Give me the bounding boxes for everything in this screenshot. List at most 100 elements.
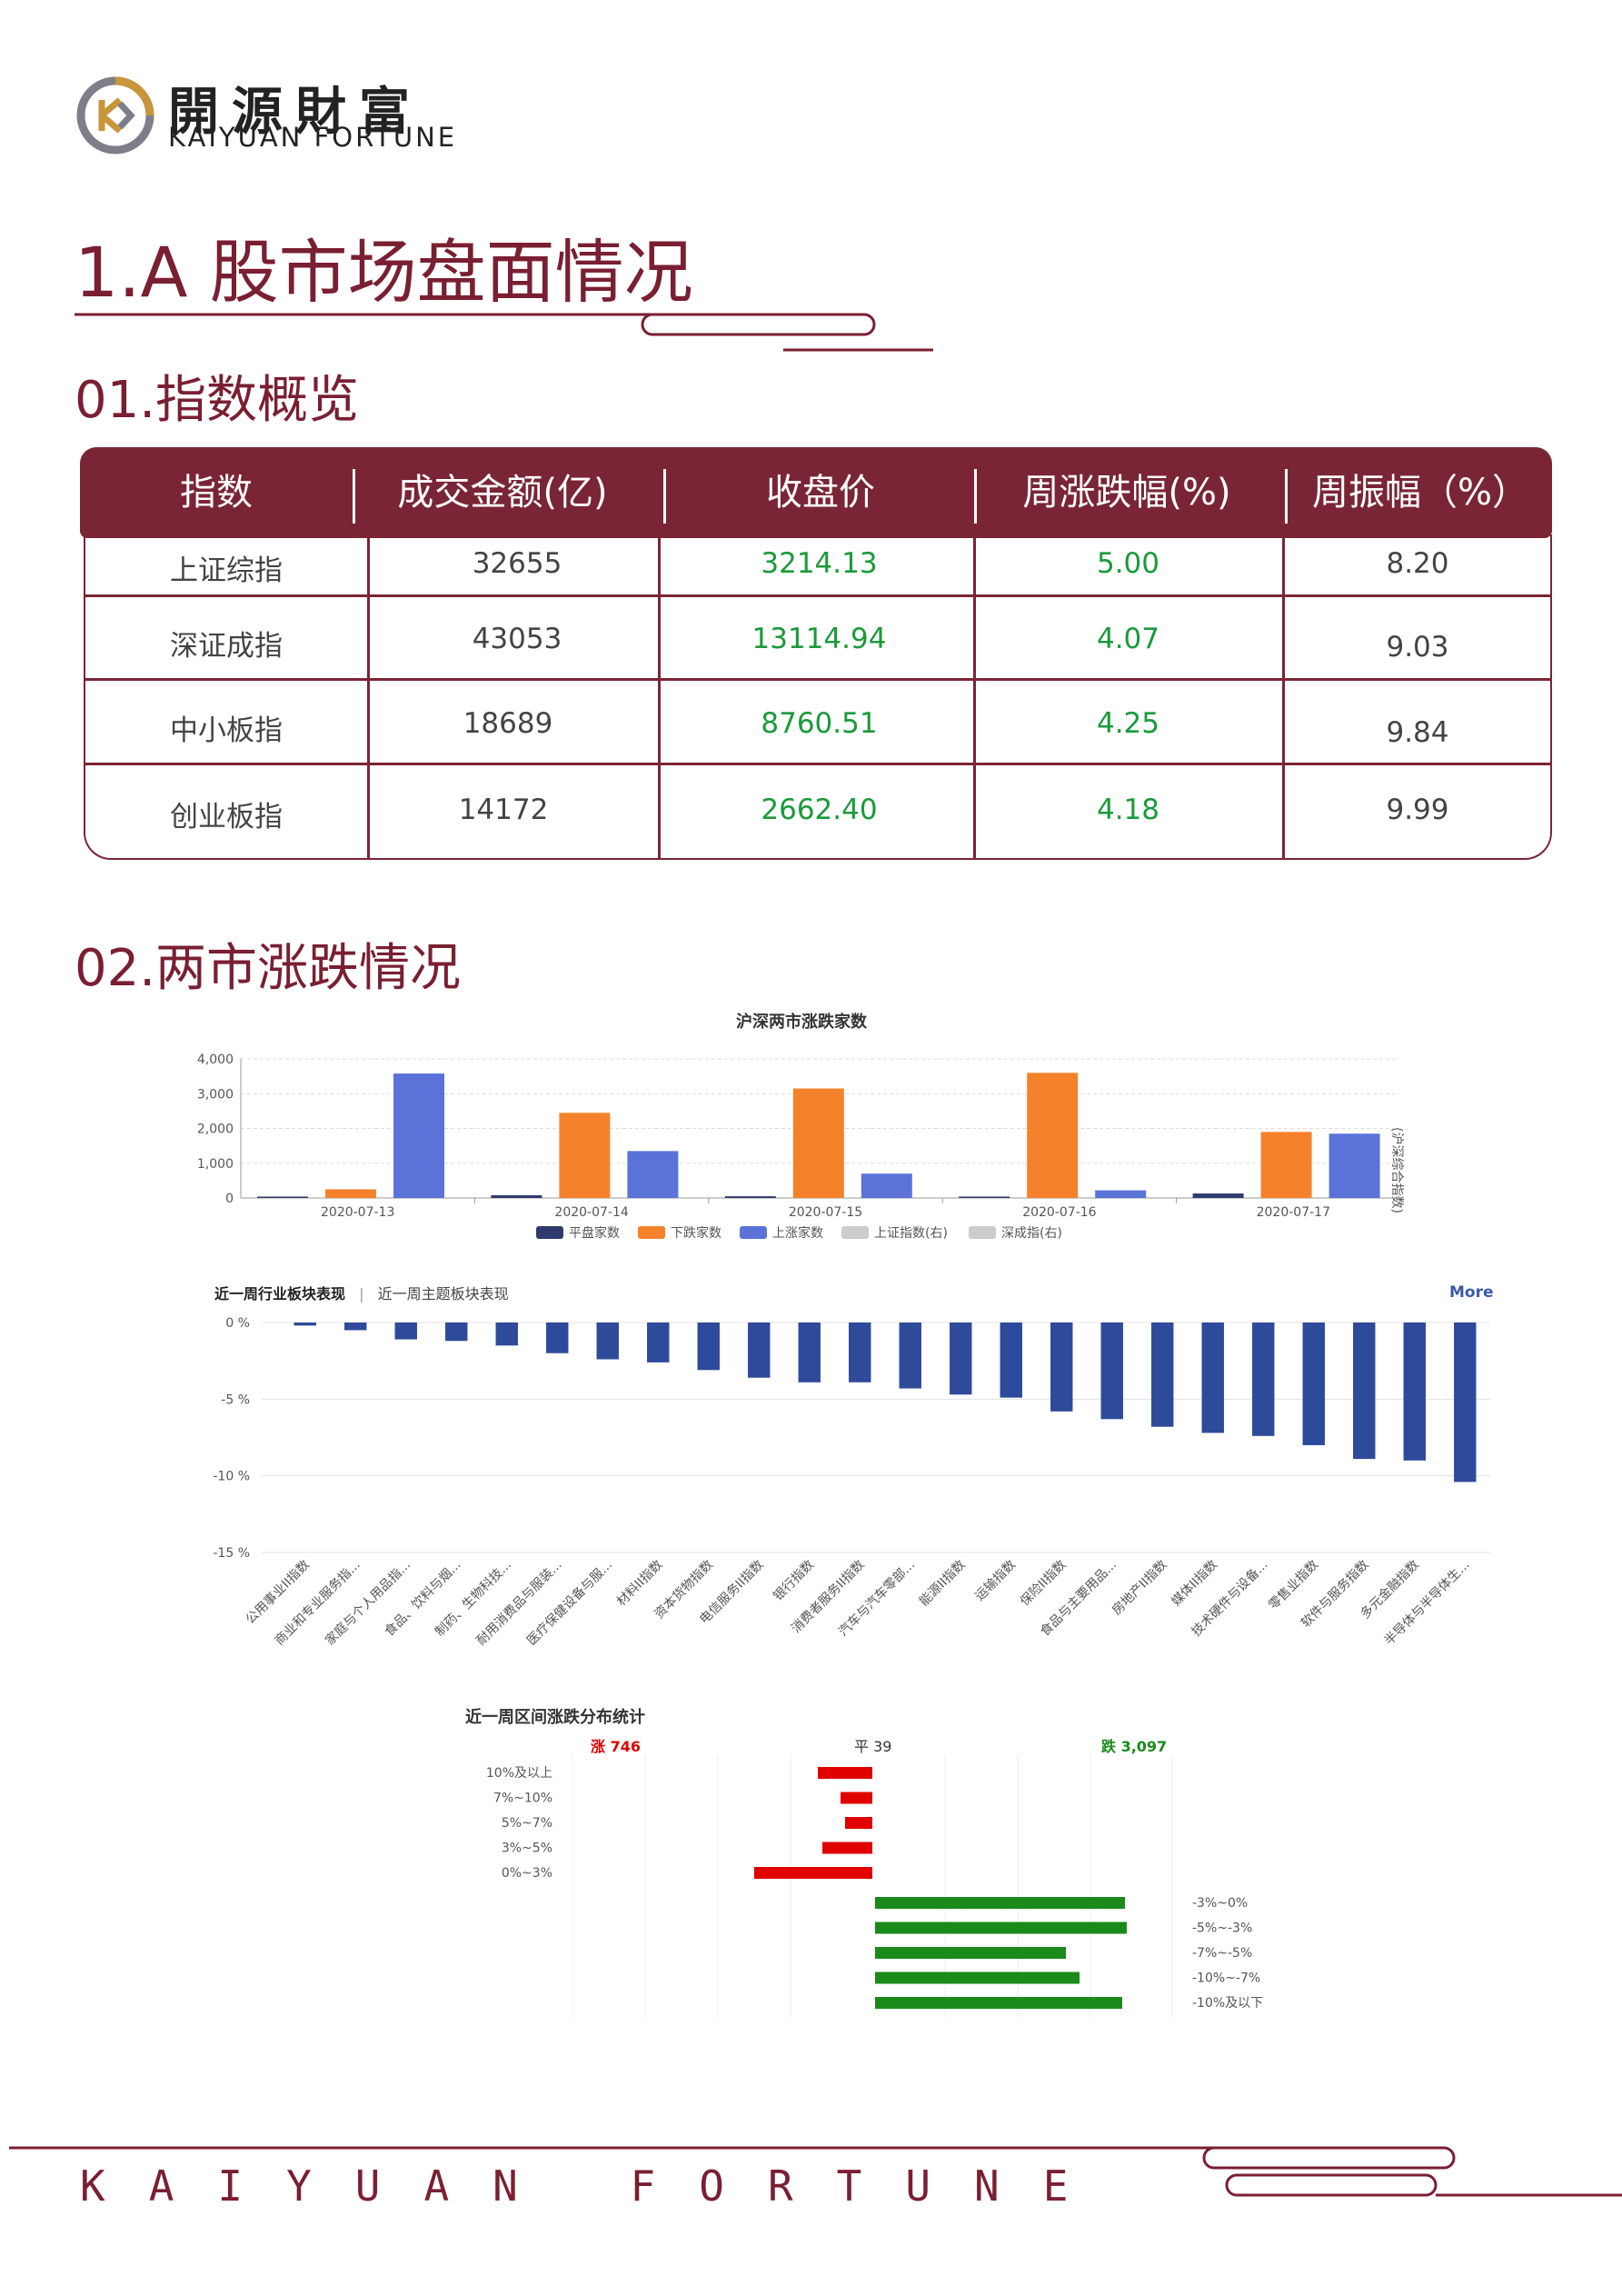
legend-swatch [841,1226,869,1239]
down-bar [875,1972,1080,1984]
cell-volume: 14172 [458,794,549,826]
cell-volume: 18689 [463,707,553,740]
sector-bar [546,1323,569,1353]
cell-amplitude: 9.99 [1386,794,1449,826]
sector-label: 家庭与个人用品指... [322,1557,413,1649]
th-divider [663,469,666,524]
up-label: 7%~10% [493,1792,552,1806]
chart-advance-decline: 4,000 3,000 2,000 1,000 0 2020-07-13 2020-07-1… [197,1053,1399,1241]
logo-english: KAIYUAN FORTUNE [168,122,458,153]
cell-name: 深证成指 [170,630,283,663]
th-divider [353,469,355,524]
x-tick-label: 2020-07-14 [554,1205,628,1220]
col-divider [973,534,976,858]
chart-change-distribution: 10%及以上 7%~10% 5%~7% 3%~5% 0%~3% -3%~0% -5%~-3%… [486,1754,1263,2018]
legend-label: 平盘家数 [569,1225,620,1241]
sector-bar [849,1323,871,1383]
y-tick-label: 0 % [225,1316,250,1331]
cell-change: 4.25 [1096,707,1160,740]
row-divider [85,763,1550,765]
more-link[interactable]: More [1449,1283,1494,1302]
up-bar [754,1867,872,1879]
th-divider [1285,469,1288,524]
cell-close: 8760.51 [761,707,878,740]
y-tick-label: 4,000 [197,1053,234,1067]
subtitle-market-breadth: 02.两市涨跌情况 [75,939,462,998]
th-divider [974,469,977,524]
th-close: 收盘价 [766,472,875,514]
x-tick-label: 2020-07-16 [1022,1205,1096,1220]
y-tick-label: -10 % [213,1470,250,1484]
sector-bar [344,1323,367,1331]
up-bar [822,1842,872,1854]
col-divider [1282,534,1285,858]
cell-name: 上证综指 [170,554,283,587]
chart1-title: 沪深两市涨跌家数 [736,1013,867,1032]
bar-平盘家数 [491,1194,542,1198]
up-bar [818,1767,872,1779]
y-tick-label: 3,000 [197,1087,234,1102]
summary-flat: 平 39 [854,1738,892,1755]
up-label: 3%~5% [502,1842,552,1856]
th-index: 指数 [180,472,253,514]
cell-amplitude: 9.03 [1386,631,1449,664]
sector-label: 银行指数 [771,1558,817,1604]
bar-平盘家数 [257,1196,308,1198]
down-bar [875,1922,1127,1934]
legend-label: 下跌家数 [671,1225,721,1241]
down-label: -5%~-3% [1192,1922,1252,1936]
up-bar [845,1817,872,1829]
sector-bar [1302,1323,1325,1445]
y-tick-label: -5 % [221,1393,250,1407]
table-body: 上证综指 32655 3214.13 5.00 8.20 深证成指 43053 … [84,534,1552,860]
summary-up: 涨 746 [591,1738,641,1755]
th-volume: 成交金额(亿) [397,472,608,514]
cell-name: 中小板指 [170,714,283,747]
chart3-title: 近一周区间涨跌分布统计 [465,1708,645,1727]
y-tick-label: 1,000 [197,1157,234,1172]
legend-label: 上涨家数 [772,1225,823,1241]
col-divider [367,534,370,858]
legend-label: 深成指(右) [1001,1226,1062,1241]
y-tick-label: 2,000 [197,1123,234,1137]
tab-theme-sectors[interactable]: 近一周主题板块表现 [377,1285,509,1303]
bar-下跌家数 [792,1088,844,1198]
sector-bar [1403,1323,1426,1461]
chart-sector-performance: 0 %-5 %-10 %-15 %公用事业II指数商业和专业服务指...家庭与个… [213,1316,1490,1649]
cell-volume: 32655 [472,547,562,580]
kaiyuan-logo-icon [76,76,154,155]
legend-swatch [536,1226,563,1239]
sector-bar [1252,1323,1275,1436]
tab-industry-sectors[interactable]: 近一周行业板块表现 [214,1285,346,1303]
sector-label: 房地产II指数 [1110,1558,1170,1619]
down-label: -10%及以下 [1192,1996,1263,2011]
sector-bar [1000,1323,1022,1398]
title-divider [75,313,933,352]
bar-上涨家数 [1328,1133,1380,1198]
sector-bar [1100,1323,1123,1420]
sector-bar [647,1323,670,1363]
bar-平盘家数 [959,1196,1010,1198]
sector-label: 材料II指数 [614,1558,666,1610]
up-label: 10%及以上 [486,1766,552,1781]
cell-change: 4.07 [1096,623,1160,655]
sector-bar [1454,1323,1477,1482]
sector-label: 半导体与半导体生... [1382,1558,1473,1649]
col-divider [658,534,661,858]
sector-bar [1353,1323,1376,1460]
up-label: 5%~7% [502,1816,552,1831]
bar-下跌家数 [325,1189,376,1198]
sector-label: 零售业指数 [1266,1558,1321,1613]
up-bar [841,1792,872,1804]
bar-下跌家数 [1260,1132,1312,1198]
bar-上涨家数 [393,1073,444,1198]
bar-下跌家数 [1027,1073,1079,1198]
cell-amplitude: 9.84 [1386,716,1449,749]
th-weekly-amplitude: 周振幅（%） [1311,472,1528,514]
sector-bar [1050,1323,1073,1412]
sector-label: 耐用消费品与服装... [474,1558,565,1649]
legend-swatch [969,1226,996,1239]
sector-label: 能源II指数 [917,1558,969,1610]
section-title: 1.A 股市场盘面情况 [75,232,693,313]
bar-上涨家数 [1095,1190,1147,1198]
